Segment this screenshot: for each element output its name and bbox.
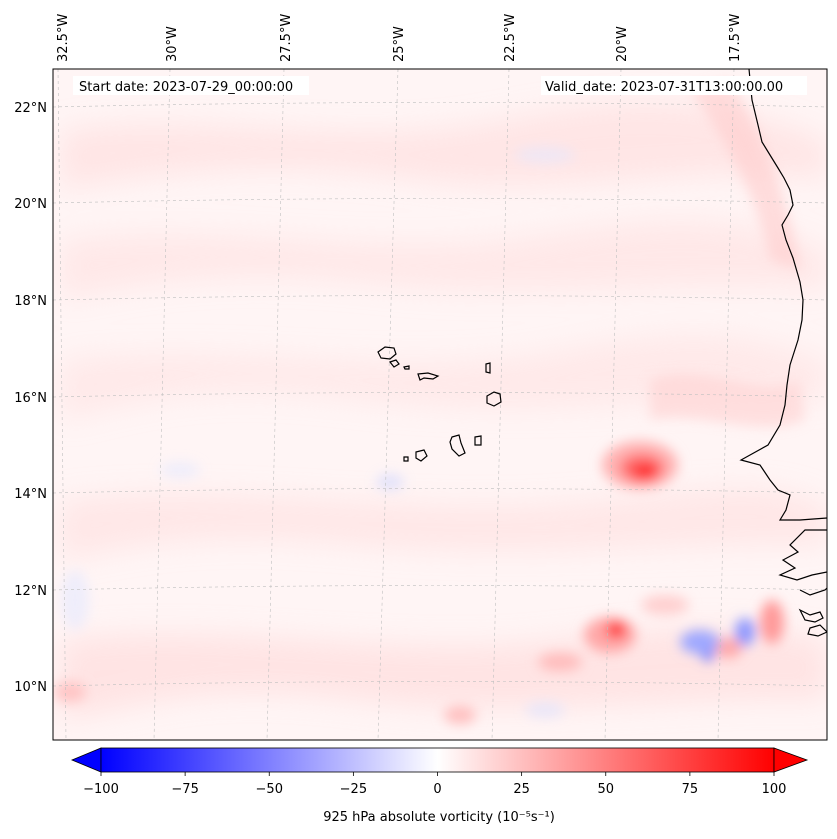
latitude-line [53,488,827,494]
vorticity-band [60,102,827,190]
latitude-line [53,295,827,301]
vorticity-band [60,628,827,720]
lat-label-20N: 20°N [14,197,47,212]
vorticity-patch [641,595,689,615]
colorbar-tick-label: 100 [762,782,787,797]
longitude-line [57,69,67,740]
lat-label-10N: 10°N [14,680,47,695]
west-africa-coastline [778,529,827,581]
longitude-line [717,69,735,740]
latitude-labels: 22°N 20°N 18°N 16°N 14°N 12°N 10°N [14,101,47,695]
valid-date-label: Valid_date: 2023-07-31T13:00:00.00 [545,80,783,95]
colorbar-tick-label: −25 [340,782,367,797]
lon-label-25W: 25°W [392,26,407,62]
negative-vorticity-patch [680,630,720,654]
cabo-verde-santo-antao [377,346,397,360]
colorbar-label: 925 hPa absolute vorticity (10⁻⁵s⁻¹) [323,810,555,825]
negative-vorticity-patch [160,462,200,478]
start-date-label: Start date: 2023-07-29_00:00:00 [79,80,293,95]
colorbar-ticks [100,772,775,776]
colorbar-tick-label: −50 [256,782,283,797]
latitude-line [53,585,827,591]
negative-vorticity-patch [376,474,404,490]
colorbar-low-extend [70,747,102,773]
vorticity-patch [714,638,742,658]
longitude-line [604,69,622,740]
vorticity-patch [54,682,86,702]
colorbar-tick-label: 75 [682,782,699,797]
lat-label-16N: 16°N [14,391,47,406]
cabo-verde-sao-vicente [388,359,400,368]
map-panel: Start date: 2023-07-29_00:00:00 Valid_da… [52,68,828,741]
lat-label-12N: 12°N [14,584,47,599]
colorbar-tick-labels: −100 −75 −50 −25 0 25 50 75 100 [83,782,786,797]
vorticity-maximum-core [606,622,626,638]
colorbar-tick-label: 25 [513,782,530,797]
vorticity-maximum-core [633,464,657,480]
guinea-bissau-islands [798,608,827,637]
map-frame [52,68,828,741]
latitude-line [53,102,827,108]
negative-vorticity-patch [735,618,755,646]
vorticity-band [60,220,827,300]
negative-vorticity-patch [702,651,714,661]
colorbar-tick-label: 50 [597,782,614,797]
vorticity-field [54,80,827,724]
cabo-verde-brava [403,456,409,462]
cabo-verde-maio [474,435,482,446]
latitude-line [53,681,827,687]
lon-label-27.5W: 27.5°W [279,14,294,62]
cabo-verde-boa-vista [486,391,502,407]
start-date-box [73,76,309,95]
longitude-line [491,69,510,740]
negative-vorticity-patch [525,702,565,718]
colorbar: −100 −75 −50 −25 0 25 50 75 100 925 hPa absolute… [70,747,809,825]
coastlines [377,69,827,637]
longitude-labels: 32.5°W 30°W 27.5°W 25°W 22.5°W 20°W 17.5… [56,14,743,62]
lat-label-14N: 14°N [14,487,47,502]
lon-label-22.5W: 22.5°W [503,14,518,62]
latitude-line [53,198,827,204]
latitude-line [53,392,827,398]
cabo-verde-fogo [415,449,428,462]
valid-date-box [541,76,807,95]
longitude-line [153,69,171,740]
vorticity-patch [760,600,784,644]
vorticity-patch [444,706,476,724]
colorbar-gradient [100,747,775,773]
colorbar-tick-label: −100 [83,782,119,797]
negative-vorticity-patch [61,570,89,630]
cabo-verde-santa-luzia [403,365,410,370]
colorbar-high-extend [773,747,809,773]
longitude-line [377,69,399,740]
cabo-verde-sal [485,362,491,374]
cabo-verde-sao-nicolau [417,372,440,381]
lon-label-20W: 20°W [615,26,630,62]
vorticity-patch [538,653,582,671]
cabo-verde-santiago [449,434,466,457]
colorbar-tick-label: 0 [433,782,441,797]
colorbar-tick-label: −75 [171,782,198,797]
coastal-vorticity-band [650,374,805,428]
lon-label-17.5W: 17.5°W [728,14,743,62]
vorticity-band [60,334,827,420]
lon-label-32.5W: 32.5°W [56,14,71,62]
lon-label-30W: 30°W [165,26,180,62]
lat-label-18N: 18°N [14,294,47,309]
west-africa-coastline [739,69,827,521]
coastal-vorticity-band [690,80,800,270]
lat-label-22N: 22°N [14,101,47,116]
west-africa-coastline [799,587,827,596]
negative-vorticity-patch [515,147,575,163]
longitude-line [266,69,285,740]
graticule [53,69,827,740]
vorticity-band [60,488,827,560]
